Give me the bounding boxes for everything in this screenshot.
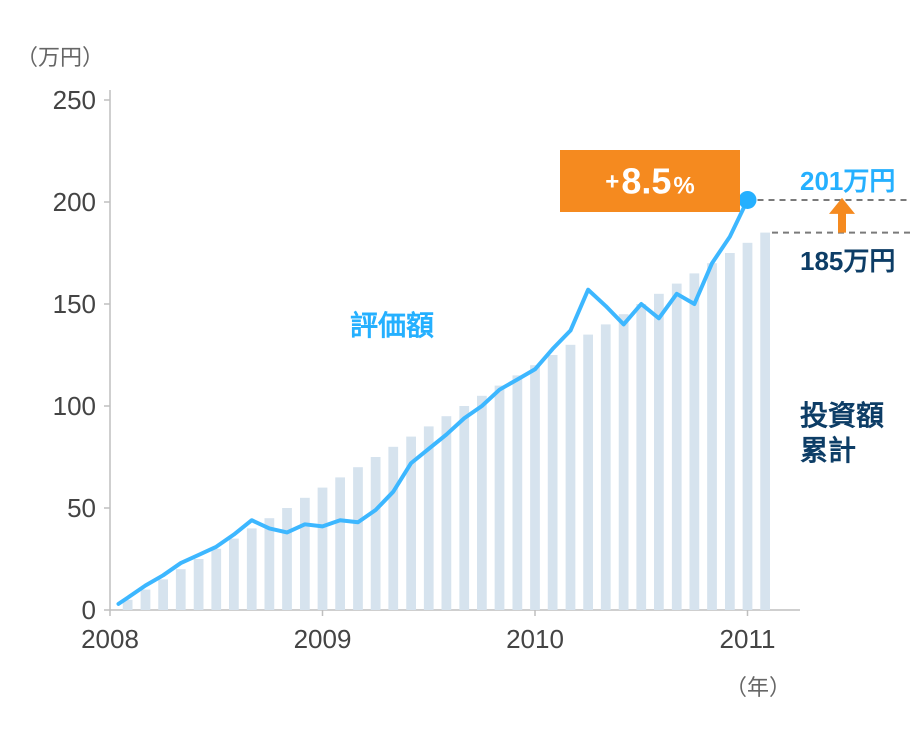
- y-tick-label: 250: [53, 85, 96, 115]
- principal-bar: [548, 355, 558, 610]
- principal-bar: [176, 569, 186, 610]
- y-tick-label: 200: [53, 187, 96, 217]
- principal-bar: [583, 335, 593, 610]
- y-tick-label: 50: [67, 493, 96, 523]
- y-tick-label: 0: [82, 595, 96, 625]
- principal-bar: [388, 447, 398, 610]
- principal-callout: 185万円: [800, 246, 895, 276]
- principal-bar: [211, 549, 221, 610]
- principal-bar: [442, 416, 452, 610]
- principal-bar: [477, 396, 487, 610]
- end-marker: [739, 191, 757, 209]
- principal-bar: [530, 365, 540, 610]
- principal-bar: [300, 498, 310, 610]
- valuation-line-label: 評価額: [350, 309, 434, 341]
- principal-bar: [282, 508, 292, 610]
- principal-bar: [566, 345, 576, 610]
- y-tick-label: 150: [53, 289, 96, 319]
- x-tick-label: 2009: [294, 624, 352, 654]
- y-unit-label: （万円）: [16, 45, 104, 70]
- principal-bar: [247, 528, 257, 610]
- principal-bar: [158, 579, 168, 610]
- x-tick-label: 2008: [81, 624, 139, 654]
- principal-bar: [512, 375, 522, 610]
- principal-bar: [690, 273, 700, 610]
- principal-bar: [459, 406, 469, 610]
- principal-legend-line2: 累計: [800, 434, 856, 466]
- principal-bar: [725, 253, 735, 610]
- investment-growth-chart: { "canvas": { "width": 920, "height": 75…: [0, 0, 920, 750]
- principal-bar: [760, 233, 770, 610]
- principal-bar: [601, 324, 611, 610]
- principal-bar: [495, 386, 505, 610]
- principal-bar: [229, 539, 239, 610]
- y-tick-label: 100: [53, 391, 96, 421]
- principal-bar: [141, 590, 151, 610]
- principal-legend-line1: 投資額: [800, 399, 884, 431]
- principal-bar: [707, 263, 717, 610]
- principal-bars: [123, 233, 770, 610]
- principal-bar: [743, 243, 753, 610]
- principal-bar: [371, 457, 381, 610]
- principal-bar: [654, 294, 664, 610]
- principal-bar: [353, 467, 363, 610]
- principal-bar: [194, 559, 204, 610]
- x-unit-label: （年）: [725, 675, 791, 700]
- x-tick-label: 2011: [720, 624, 776, 654]
- principal-bar: [672, 284, 682, 610]
- principal-bar: [265, 518, 275, 610]
- principal-bar: [636, 304, 646, 610]
- principal-bar: [318, 488, 328, 610]
- x-tick-label: 2010: [506, 624, 564, 654]
- principal-bar: [335, 477, 345, 610]
- valuation-callout: 201万円: [800, 166, 895, 196]
- principal-bar: [619, 314, 629, 610]
- chart-svg: 0 50 100 150 200 250 2008 2009 2010 2011 （万円） （年） 20…: [0, 0, 920, 750]
